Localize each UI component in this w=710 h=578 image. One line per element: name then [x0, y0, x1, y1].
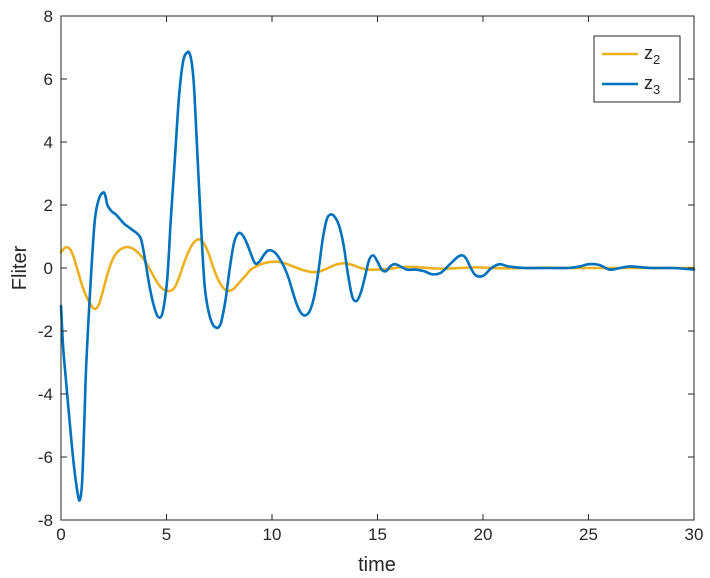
y-tick-label: 4 — [44, 133, 53, 152]
x-tick-label: 15 — [368, 525, 387, 544]
y-tick-label: 6 — [44, 70, 53, 89]
x-axis-label: time — [358, 554, 396, 576]
x-tick-label: 0 — [56, 525, 65, 544]
axes-layer: 0 5 10 15 20 25 30 -8 -6 -4 -2 0 2 4 6 8 — [38, 7, 704, 544]
y-tick-label: 2 — [44, 196, 53, 215]
y-tick-label: -8 — [38, 511, 53, 530]
y-tick-label: -4 — [38, 385, 53, 404]
x-tick-label: 30 — [685, 525, 704, 544]
x-tick-label: 10 — [263, 525, 282, 544]
y-axis-label: Fliter — [9, 245, 31, 290]
y-tick-label: 0 — [44, 259, 53, 278]
x-tick-label: 5 — [162, 525, 171, 544]
y-tick-label: -6 — [38, 448, 53, 467]
series-layer — [59, 50, 696, 502]
y-tick-label: -2 — [38, 322, 53, 341]
legend-box — [593, 35, 681, 103]
x-tick-label: 20 — [474, 525, 493, 544]
series-line-z2 — [59, 238, 696, 311]
x-tick-label: 25 — [579, 525, 598, 544]
y-tick-label: 8 — [44, 7, 53, 26]
series-line-z3 — [59, 50, 696, 502]
